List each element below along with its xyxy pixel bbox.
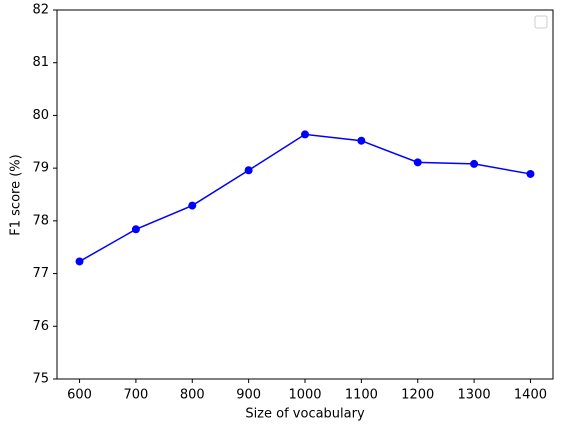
x-tick-label: 1100 xyxy=(345,388,378,403)
y-tick-label: 82 xyxy=(32,3,49,18)
y-tick-label: 78 xyxy=(32,213,49,228)
y-axis-label: F1 score (%) xyxy=(9,154,24,235)
x-axis-label: Size of vocabulary xyxy=(245,407,365,422)
point xyxy=(131,225,140,234)
y-tick-label: 80 xyxy=(32,108,49,123)
point xyxy=(470,159,479,168)
y-tick-label: 75 xyxy=(32,372,49,387)
x-tick-label: 1400 xyxy=(514,388,547,403)
point xyxy=(357,136,366,145)
plot-frame xyxy=(56,9,554,380)
x-tick-label: 600 xyxy=(67,388,92,403)
point xyxy=(188,201,197,210)
legend xyxy=(534,15,548,29)
point xyxy=(301,130,309,139)
x-tick-label: 800 xyxy=(180,388,205,403)
y-tick-label: 79 xyxy=(32,161,49,176)
y-tick-label: 81 xyxy=(32,55,49,70)
x-tick-label: 1200 xyxy=(401,388,434,403)
x-tick-label: 1000 xyxy=(288,388,321,403)
x-tick-label: 900 xyxy=(236,388,261,403)
point xyxy=(244,166,253,175)
x-tick-label: 1300 xyxy=(458,388,491,403)
point xyxy=(413,158,422,167)
x-tick-label: 700 xyxy=(123,388,148,403)
y-tick-label: 77 xyxy=(32,266,49,281)
point xyxy=(526,169,535,178)
y-tick-label: 76 xyxy=(32,319,49,334)
point xyxy=(75,257,84,266)
